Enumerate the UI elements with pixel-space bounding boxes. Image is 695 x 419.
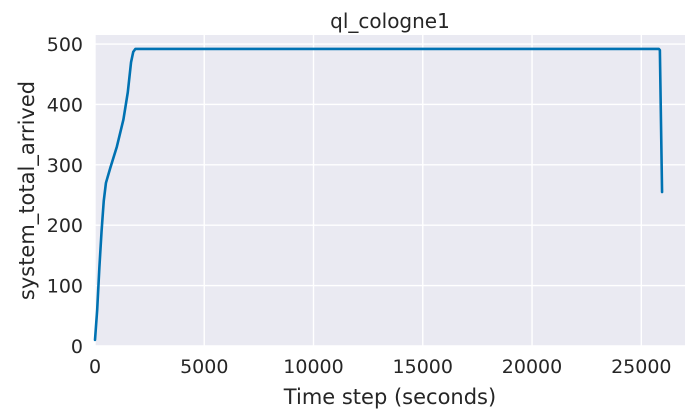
grid-lines: [94, 35, 685, 347]
y-tick-label: 500: [47, 34, 83, 56]
x-tick-label: 25000: [611, 356, 671, 378]
x-tick-label: 5000: [180, 356, 228, 378]
y-tick-label: 400: [47, 94, 83, 116]
series-line-0: [93, 47, 664, 342]
y-axis-title: system_total_arrived: [15, 81, 40, 300]
x-tick-label: 15000: [393, 356, 453, 378]
y-tick-label: 200: [47, 215, 83, 237]
plot-background: [95, 35, 685, 346]
x-axis-title: Time step (seconds): [283, 385, 496, 409]
y-tick-label: 300: [47, 155, 83, 177]
y-tick-label: 100: [47, 276, 83, 298]
series-layer: [93, 47, 664, 342]
y-tick-labels: 0 100 200 300 400 500: [47, 34, 83, 358]
y-tick-label: 0: [71, 336, 83, 358]
x-tick-label: 10000: [283, 356, 343, 378]
x-tick-label: 20000: [502, 356, 562, 378]
x-tick-label: 0: [89, 356, 101, 378]
chart-title: ql_cologne1: [330, 9, 450, 33]
x-tick-labels: 0 5000 10000 15000 20000 25000: [89, 356, 672, 378]
